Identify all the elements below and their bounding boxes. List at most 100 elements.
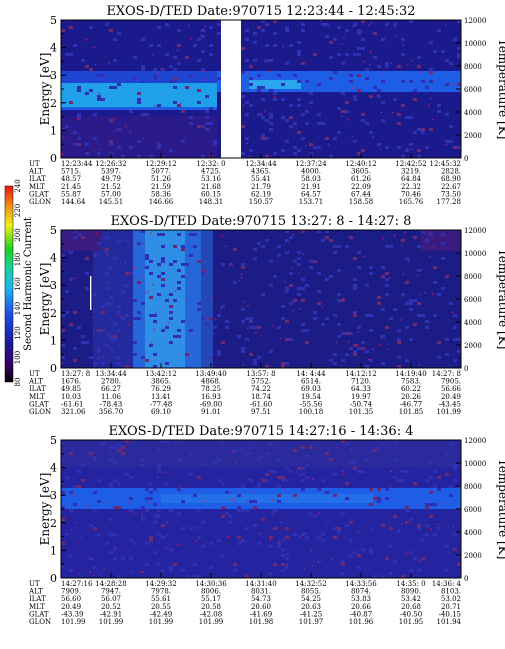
orbit-value: 21.91 bbox=[301, 183, 321, 191]
y2-tick-label: 8000 bbox=[464, 483, 482, 491]
orbit-value: 101.99 bbox=[199, 618, 224, 626]
orbit-value: 14:29:32 bbox=[145, 580, 176, 588]
orbit-info-table: UTALTILATMLTGLATGLON14:27:167909.56.6020… bbox=[28, 580, 462, 626]
orbit-value: 8031. bbox=[251, 588, 271, 596]
orbit-row-label: ALT bbox=[28, 378, 43, 386]
orbit-value: 91.01 bbox=[201, 408, 221, 416]
orbit-row-label: ILAT bbox=[29, 385, 46, 393]
orbit-value: 144.64 bbox=[61, 198, 86, 206]
orbit-value: 78.25 bbox=[201, 385, 221, 393]
y-tick-label: 3 bbox=[50, 279, 57, 292]
y-axis-label: Energy [eV] bbox=[38, 53, 52, 126]
orbit-value: 48.57 bbox=[61, 175, 81, 183]
orbit-value: -61.61 bbox=[61, 400, 83, 408]
orbit-value: 4000. bbox=[301, 168, 321, 176]
orbit-value: 10.03 bbox=[61, 393, 81, 401]
orbit-value: 56.66 bbox=[441, 385, 462, 393]
colorbar-tick-label: 100 bbox=[14, 351, 22, 364]
orbit-value: 4725. bbox=[201, 168, 221, 176]
orbit-value: 1676. bbox=[61, 378, 81, 386]
orbit-value: -55.56 bbox=[300, 400, 323, 408]
orbit-value: 321.06 bbox=[61, 408, 86, 416]
y-tick-label: 4 bbox=[50, 252, 57, 265]
y2-tick-label: 12000 bbox=[464, 227, 486, 235]
orbit-value: 20.55 bbox=[151, 603, 171, 611]
orbit-value: 56.60 bbox=[61, 595, 81, 603]
orbit-value: -69.00 bbox=[200, 400, 222, 408]
orbit-value: 8090. bbox=[401, 588, 421, 596]
orbit-value: 53.16 bbox=[201, 175, 222, 183]
y-tick-label: 1 bbox=[50, 124, 57, 137]
orbit-value: 54.73 bbox=[251, 595, 271, 603]
orbit-row-label: MLT bbox=[29, 603, 45, 611]
orbit-value: 20.60 bbox=[251, 603, 271, 611]
y-tick-label: 2 bbox=[50, 97, 57, 110]
chart-title: EXOS-D/TED Date:970715 13:27: 8 - 14:27:… bbox=[111, 214, 412, 229]
y-tick-label: 2 bbox=[50, 307, 57, 320]
y-axis-label: Energy [eV] bbox=[38, 263, 52, 336]
y2-tick-label: 4000 bbox=[464, 109, 482, 117]
orbit-value: -41.25 bbox=[300, 610, 322, 618]
orbit-value: 21.45 bbox=[61, 183, 81, 191]
orbit-value: 64.57 bbox=[301, 190, 321, 198]
orbit-value: -43.39 bbox=[61, 610, 83, 618]
orbit-value: 3865. bbox=[151, 378, 171, 386]
orbit-value: 7947. bbox=[101, 588, 121, 596]
chart-panel-2: EXOS-D/TED Date:970715 13:27: 8 - 14:27:… bbox=[28, 214, 505, 416]
orbit-value: 5715. bbox=[61, 168, 81, 176]
orbit-row-label: ILAT bbox=[29, 595, 46, 603]
orbit-value: 13:49:40 bbox=[195, 370, 226, 378]
orbit-value: 101.99 bbox=[61, 618, 86, 626]
orbit-value: 7909. bbox=[61, 588, 81, 596]
orbit-value: 14:35: 0 bbox=[396, 580, 425, 588]
orbit-value: 101.99 bbox=[99, 618, 124, 626]
orbit-value: 3219. bbox=[401, 168, 421, 176]
orbit-value: 14:28:28 bbox=[95, 580, 126, 588]
orbit-value: -46.77 bbox=[400, 400, 422, 408]
orbit-value: 8074. bbox=[351, 588, 371, 596]
orbit-value: 13:34:44 bbox=[95, 370, 127, 378]
orbit-value: 55.61 bbox=[151, 595, 171, 603]
orbit-value: 22.09 bbox=[351, 183, 371, 191]
orbit-value: 12:37:24 bbox=[295, 160, 327, 168]
orbit-value: 101.94 bbox=[437, 618, 462, 626]
orbit-value: 177.28 bbox=[437, 198, 462, 206]
orbit-value: 55.41 bbox=[251, 175, 271, 183]
y-tick-label: 4 bbox=[50, 462, 57, 475]
orbit-value: 13:42:12 bbox=[145, 370, 176, 378]
colorbar-tick-label: 200 bbox=[14, 228, 22, 241]
orbit-value: 14:12:12 bbox=[345, 370, 376, 378]
y2-tick-label: 10000 bbox=[464, 460, 486, 468]
orbit-value: 12:45:32 bbox=[430, 160, 461, 168]
y-tick-label: 3 bbox=[50, 69, 57, 82]
y2-tick-label: 8000 bbox=[464, 63, 482, 71]
orbit-value: 14:19:40 bbox=[395, 370, 426, 378]
y2-axis-label: Temperature [K] bbox=[496, 249, 505, 350]
chart-title: EXOS-D/TED Date:970715 12:23:44 - 12:45:… bbox=[106, 4, 415, 19]
orbit-row-label: MLT bbox=[29, 183, 45, 191]
orbit-value: 51.26 bbox=[151, 175, 172, 183]
heatmap-panel-2 bbox=[61, 229, 462, 369]
orbit-value: 64.33 bbox=[351, 385, 371, 393]
orbit-value: 21.79 bbox=[251, 183, 271, 191]
y-tick-label: 1 bbox=[50, 334, 57, 347]
colorbar-tick-label: 160 bbox=[14, 277, 22, 290]
orbit-value: 2780. bbox=[101, 378, 121, 386]
y2-tick-label: 0 bbox=[464, 575, 468, 583]
colorbar-label: Second Harmonic Current bbox=[23, 217, 34, 351]
y2-tick-label: 6000 bbox=[464, 296, 482, 304]
y2-tick-label: 4000 bbox=[464, 319, 482, 327]
orbit-value: 58.36 bbox=[151, 190, 172, 198]
orbit-value: 20.71 bbox=[441, 603, 461, 611]
orbit-value: 7978. bbox=[151, 588, 171, 596]
orbit-value: 68.90 bbox=[441, 175, 461, 183]
heatmap-panel-3 bbox=[61, 440, 462, 579]
y-tick-label: 4 bbox=[50, 42, 57, 55]
orbit-row-label: GLON bbox=[29, 618, 51, 626]
y-tick-label: 3 bbox=[50, 489, 57, 502]
y2-tick-label: 0 bbox=[464, 155, 468, 163]
orbit-row-label: GLAT bbox=[29, 400, 49, 408]
colorbar-gradient bbox=[4, 185, 14, 383]
orbit-value: 56.07 bbox=[101, 595, 121, 603]
